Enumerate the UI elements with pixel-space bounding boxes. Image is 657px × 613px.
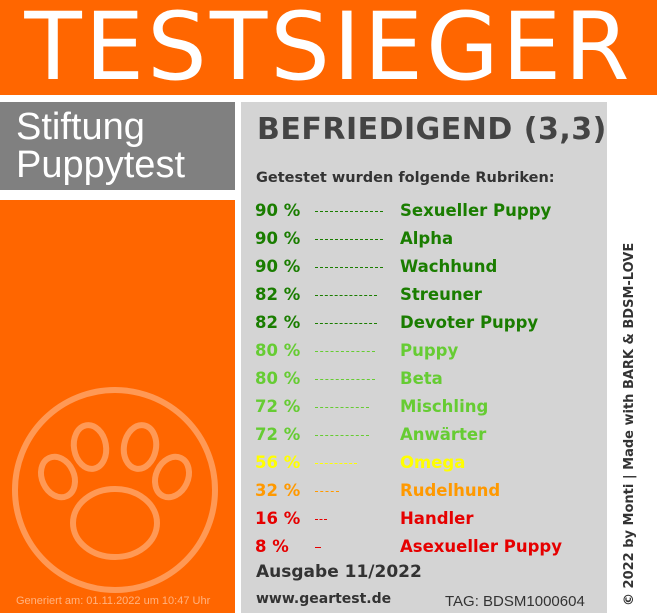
category-percent: 90 % — [255, 201, 301, 220]
category-row: 80 % Beta — [255, 366, 605, 394]
grade-title: BEFRIEDIGEND (3,3) — [257, 112, 607, 147]
paw-icon — [12, 387, 218, 593]
category-percent: 32 % — [255, 481, 301, 500]
category-row: 32 % Rudelhund — [255, 478, 605, 506]
category-dash-line — [315, 379, 375, 380]
brand-box: Stiftung Puppytest — [0, 102, 235, 190]
category-dash-line — [315, 463, 357, 464]
category-percent: 8 % — [255, 537, 289, 556]
category-name: Beta — [400, 369, 443, 388]
category-row: 16 % Handler — [255, 506, 605, 534]
category-row: 90 % Alpha — [255, 226, 605, 254]
brand-line-1: Stiftung — [16, 106, 145, 148]
category-dash-line — [315, 295, 377, 296]
category-name: Puppy — [400, 341, 459, 360]
category-name: Mischling — [400, 397, 489, 416]
category-dash-line — [315, 435, 369, 436]
category-percent: 82 % — [255, 313, 301, 332]
category-name: Alpha — [400, 229, 454, 248]
category-percent: 16 % — [255, 509, 301, 528]
category-percent: 72 % — [255, 425, 301, 444]
category-dash-line — [315, 491, 339, 492]
testsieger-banner: TESTSIEGER — [24, 0, 633, 102]
category-percent: 80 % — [255, 369, 301, 388]
website-url: www.geartest.de — [256, 591, 392, 607]
category-name: Rudelhund — [400, 481, 501, 500]
category-dash-line — [315, 519, 327, 520]
category-name: Wachhund — [400, 257, 498, 276]
category-percent: 90 % — [255, 229, 301, 248]
category-name: Handler — [400, 509, 474, 528]
intro-text: Getestet wurden folgende Rubriken: — [256, 170, 555, 186]
category-percent: 90 % — [255, 257, 301, 276]
category-percent: 72 % — [255, 397, 301, 416]
orange-panel: Generiert am: 01.11.2022 um 10:47 Uhr — [0, 200, 235, 613]
category-row: 90 % Sexueller Puppy — [255, 198, 605, 226]
edition-label: Ausgabe 11/2022 — [256, 562, 422, 582]
generated-timestamp: Generiert am: 01.11.2022 um 10:47 Uhr — [16, 595, 211, 607]
category-dash-line — [315, 211, 383, 212]
category-name: Asexueller Puppy — [400, 537, 562, 556]
category-dash-line — [315, 239, 383, 240]
category-row: 72 % Anwärter — [255, 422, 605, 450]
copyright-credit: © 2022 by Monti | Made with BARK & BDSM-… — [622, 242, 637, 606]
category-name: Anwärter — [400, 425, 487, 444]
brand-line-2: Puppytest — [16, 144, 185, 186]
category-name: Omega — [400, 453, 466, 472]
category-row: 82 % Devoter Puppy — [255, 310, 605, 338]
result-panel: BEFRIEDIGEND (3,3) Getestet wurden folge… — [241, 102, 607, 613]
category-row: 80 % Puppy — [255, 338, 605, 366]
category-dash-line — [315, 323, 377, 324]
category-name: Sexueller Puppy — [400, 201, 552, 220]
category-name: Devoter Puppy — [400, 313, 539, 332]
category-dash-line — [315, 267, 383, 268]
category-percent: 82 % — [255, 285, 301, 304]
category-dash-line — [315, 547, 321, 548]
category-row: 56 % Omega — [255, 450, 605, 478]
tag-id: TAG: BDSM1000604 — [445, 593, 585, 610]
category-dash-line — [315, 351, 375, 352]
category-list: 90 % Sexueller Puppy 90 % Alpha 90 % Wachhund… — [255, 198, 605, 562]
category-row: 82 % Streuner — [255, 282, 605, 310]
category-row: 90 % Wachhund — [255, 254, 605, 282]
category-percent: 80 % — [255, 341, 301, 360]
category-name: Streuner — [400, 285, 482, 304]
category-row: 72 % Mischling — [255, 394, 605, 422]
category-percent: 56 % — [255, 453, 301, 472]
category-row: 8 % Asexueller Puppy — [255, 534, 605, 562]
category-dash-line — [315, 407, 369, 408]
